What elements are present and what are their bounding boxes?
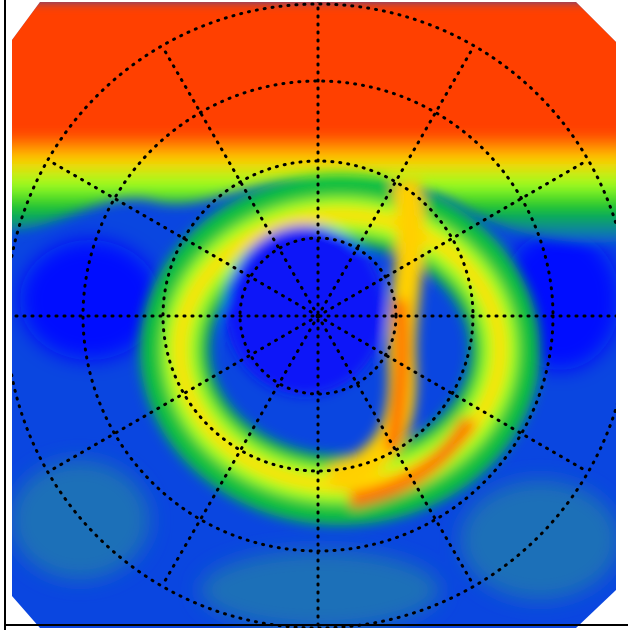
image-area	[0, 0, 628, 630]
polar-map	[0, 0, 628, 630]
